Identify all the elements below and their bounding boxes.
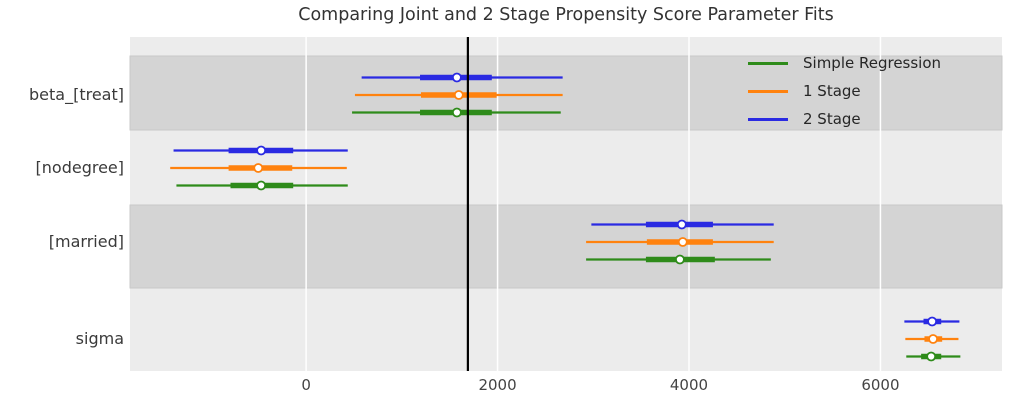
shaded-category-band <box>129 204 1003 289</box>
median-marker <box>676 219 687 230</box>
x-axis-tick-label: 2000 <box>478 376 517 394</box>
median-marker <box>256 180 267 191</box>
y-axis-label: [nodegree] <box>35 158 124 177</box>
legend-item: 2 Stage <box>748 105 941 133</box>
median-marker <box>253 163 264 173</box>
x-axis-tick-label: 6000 <box>861 376 900 394</box>
legend-line-sample <box>748 89 788 93</box>
legend-line-sample <box>748 117 788 121</box>
median-marker <box>453 90 464 100</box>
median-marker <box>926 351 937 362</box>
legend-label: 1 Stage <box>803 82 861 100</box>
legend-item: 1 Stage <box>748 77 941 105</box>
median-marker <box>451 72 462 83</box>
legend-line-sample <box>748 61 788 65</box>
y-axis-labels: beta_[treat] [nodegree] [married] sigma <box>0 0 124 411</box>
median-marker <box>256 145 267 156</box>
median-marker <box>677 237 688 247</box>
legend-item: Simple Regression <box>748 49 941 77</box>
legend-label: Simple Regression <box>803 54 942 72</box>
y-axis-label: beta_[treat] <box>29 85 124 104</box>
median-marker <box>927 316 938 327</box>
y-axis-label: sigma <box>75 329 124 348</box>
x-axis-tick-label: 4000 <box>669 376 709 394</box>
legend: Simple Regression 1 Stage 2 Stage <box>748 49 941 133</box>
legend-label: 2 Stage <box>803 110 861 128</box>
x-axis-tick-label: 0 <box>301 376 311 394</box>
median-marker <box>928 334 938 344</box>
y-axis-label: [married] <box>48 232 124 251</box>
median-marker <box>675 254 685 265</box>
chart-title: Comparing Joint and 2 Stage Propensity S… <box>298 5 834 25</box>
shaded-category-band <box>129 55 1003 131</box>
median-marker <box>451 107 462 118</box>
